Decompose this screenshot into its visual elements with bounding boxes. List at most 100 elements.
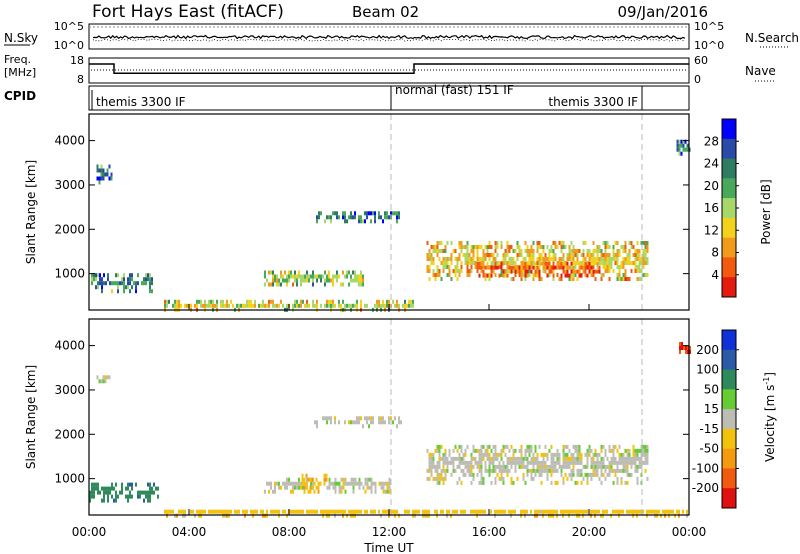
- heat-cell: [664, 513, 666, 518]
- heat-cell: [278, 278, 280, 283]
- heat-cell: [306, 278, 308, 283]
- heat-cell: [570, 468, 573, 473]
- heat-cell: [326, 299, 328, 304]
- heat-cell: [319, 481, 322, 486]
- heat-cell: [388, 481, 391, 486]
- heat-cell: [436, 460, 439, 465]
- heat-cell: [564, 444, 567, 449]
- heat-cell: [352, 420, 354, 425]
- heat-cell: [628, 456, 631, 461]
- heat-cell: [532, 273, 535, 278]
- heat-cell: [108, 375, 111, 380]
- heat-cell: [442, 265, 445, 269]
- heat-cell: [143, 490, 145, 495]
- heat-cell: [562, 448, 565, 453]
- heat-cell: [506, 468, 509, 473]
- heat-cell: [338, 481, 341, 486]
- heat-cell: [360, 509, 362, 514]
- heat-cell: [622, 452, 625, 457]
- heat-cell: [626, 460, 629, 465]
- heat-cell: [622, 456, 625, 461]
- heat-cell: [119, 490, 121, 495]
- heat-cell: [598, 269, 601, 274]
- heat-cell: [460, 249, 463, 253]
- heat-cell: [109, 281, 111, 286]
- heat-cell: [422, 509, 424, 514]
- heat-cell: [616, 261, 619, 265]
- heat-cell: [354, 303, 356, 308]
- heat-cell: [554, 460, 557, 465]
- heat-cell: [600, 444, 603, 449]
- heat-cell: [494, 513, 496, 518]
- heat-cell: [486, 249, 489, 253]
- heat-cell: [370, 485, 373, 490]
- heat-cell: [502, 468, 505, 473]
- heat-cell: [151, 486, 153, 491]
- heat-cell: [340, 303, 342, 308]
- heat-cell: [370, 420, 372, 425]
- heat-cell: [222, 303, 224, 308]
- heat-cell: [508, 456, 511, 461]
- heat-cell: [444, 468, 447, 473]
- heat-cell: [606, 261, 609, 265]
- heat-cell: [564, 472, 567, 477]
- heat-cell: [412, 513, 414, 518]
- heat-cell: [622, 468, 625, 473]
- heat-cell: [342, 509, 344, 514]
- heat-cell: [608, 245, 611, 249]
- heat-cell: [632, 460, 635, 465]
- heat-cell: [286, 513, 288, 518]
- heat-cell: [298, 270, 300, 275]
- heat-cell: [340, 485, 343, 490]
- heat-cell: [313, 481, 316, 486]
- heat-cell: [528, 452, 531, 457]
- heat-cell: [534, 456, 537, 461]
- heat-cell: [572, 269, 575, 274]
- heat-cell: [620, 277, 623, 281]
- heat-cell: [494, 249, 497, 253]
- heat-cell: [262, 513, 264, 518]
- heat-cell: [604, 261, 607, 265]
- heat-cell: [290, 270, 292, 275]
- heat-cell: [544, 460, 547, 465]
- heat-cell: [570, 257, 573, 261]
- heat-cell: [107, 494, 109, 499]
- heat-cell: [578, 265, 581, 270]
- heat-cell: [550, 265, 553, 270]
- heat-cell: [308, 509, 310, 514]
- heat-cell: [464, 261, 467, 265]
- heat-cell: [596, 253, 599, 257]
- heat-cell: [474, 261, 477, 265]
- heat-cell: [592, 241, 595, 245]
- heat-cell: [556, 509, 558, 514]
- heat-cell: [576, 472, 579, 477]
- heat-cell: [530, 476, 533, 481]
- heat-cell: [220, 303, 222, 308]
- heat-cell: [492, 456, 495, 461]
- heat-cell: [338, 215, 340, 220]
- heat-cell: [478, 245, 481, 249]
- heat-cell: [622, 273, 625, 277]
- heat-cell: [524, 261, 527, 266]
- heat-cell: [570, 249, 573, 253]
- heat-cell: [630, 509, 632, 514]
- heat-cell: [558, 241, 561, 245]
- heat-cell: [139, 494, 141, 499]
- heat-cell: [626, 452, 629, 457]
- heat-cell: [410, 299, 412, 304]
- heat-cell: [226, 513, 228, 518]
- heat-cell: [470, 460, 473, 465]
- heat-cell: [460, 480, 463, 485]
- heat-cell: [536, 273, 539, 278]
- heat-cell: [444, 257, 447, 261]
- heat-cell: [506, 269, 509, 273]
- heat-cell: [592, 253, 595, 257]
- heat-cell: [374, 215, 376, 220]
- heat-cell: [634, 468, 637, 473]
- heat-cell: [444, 261, 447, 265]
- heat-cell: [316, 219, 318, 224]
- heat-cell: [95, 273, 97, 278]
- heat-cell: [440, 241, 443, 245]
- heat-cell: [600, 253, 603, 257]
